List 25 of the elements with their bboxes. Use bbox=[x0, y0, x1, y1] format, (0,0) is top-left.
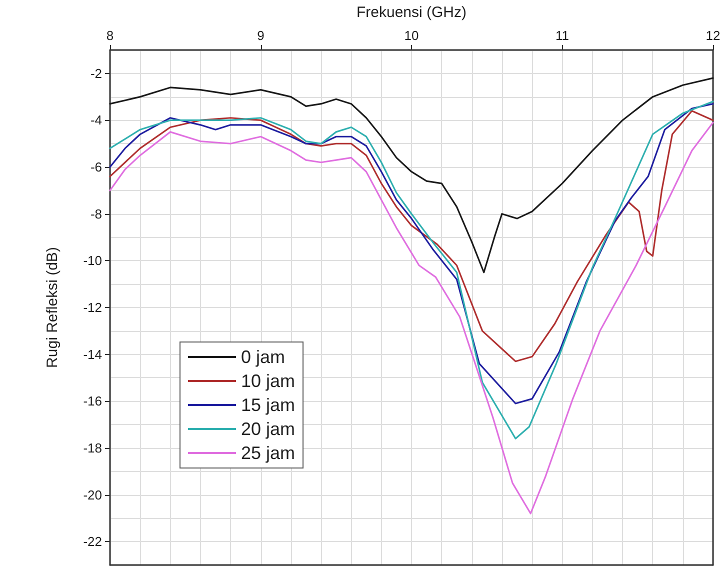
y-tick-label: -12 bbox=[83, 300, 102, 315]
x-axis-title: Frekuensi (GHz) bbox=[356, 4, 467, 21]
y-tick-label: -4 bbox=[90, 112, 102, 128]
line-series bbox=[109, 77, 714, 274]
x-tick-label: 8 bbox=[106, 28, 114, 43]
x-tick-label: 11 bbox=[556, 28, 569, 43]
y-tick-label: -22 bbox=[83, 534, 102, 550]
y-tick-label: -8 bbox=[90, 206, 102, 222]
x-tick-label: 10 bbox=[404, 28, 419, 43]
legend-label: 15 jam bbox=[241, 395, 296, 415]
x-tick-label: 12 bbox=[706, 28, 720, 43]
legend-label: 20 jam bbox=[241, 419, 296, 439]
y-tick-label: -18 bbox=[83, 440, 102, 456]
y-axis-title: Rugi Refleksi (dB) bbox=[44, 247, 61, 368]
line-series bbox=[109, 122, 714, 514]
legend-label: 0 jam bbox=[241, 347, 286, 367]
y-tick-label: -10 bbox=[83, 253, 102, 268]
legend-label: 10 jam bbox=[241, 371, 296, 391]
y-tick-label: -6 bbox=[90, 160, 102, 175]
y-tick-label: -14 bbox=[83, 346, 102, 362]
legend-label: 25 jam bbox=[241, 443, 296, 463]
y-tick-label: -2 bbox=[90, 66, 102, 81]
y-tick-label: -16 bbox=[83, 394, 102, 409]
y-tick-label: -20 bbox=[83, 487, 102, 502]
x-tick-label: 9 bbox=[257, 28, 264, 43]
